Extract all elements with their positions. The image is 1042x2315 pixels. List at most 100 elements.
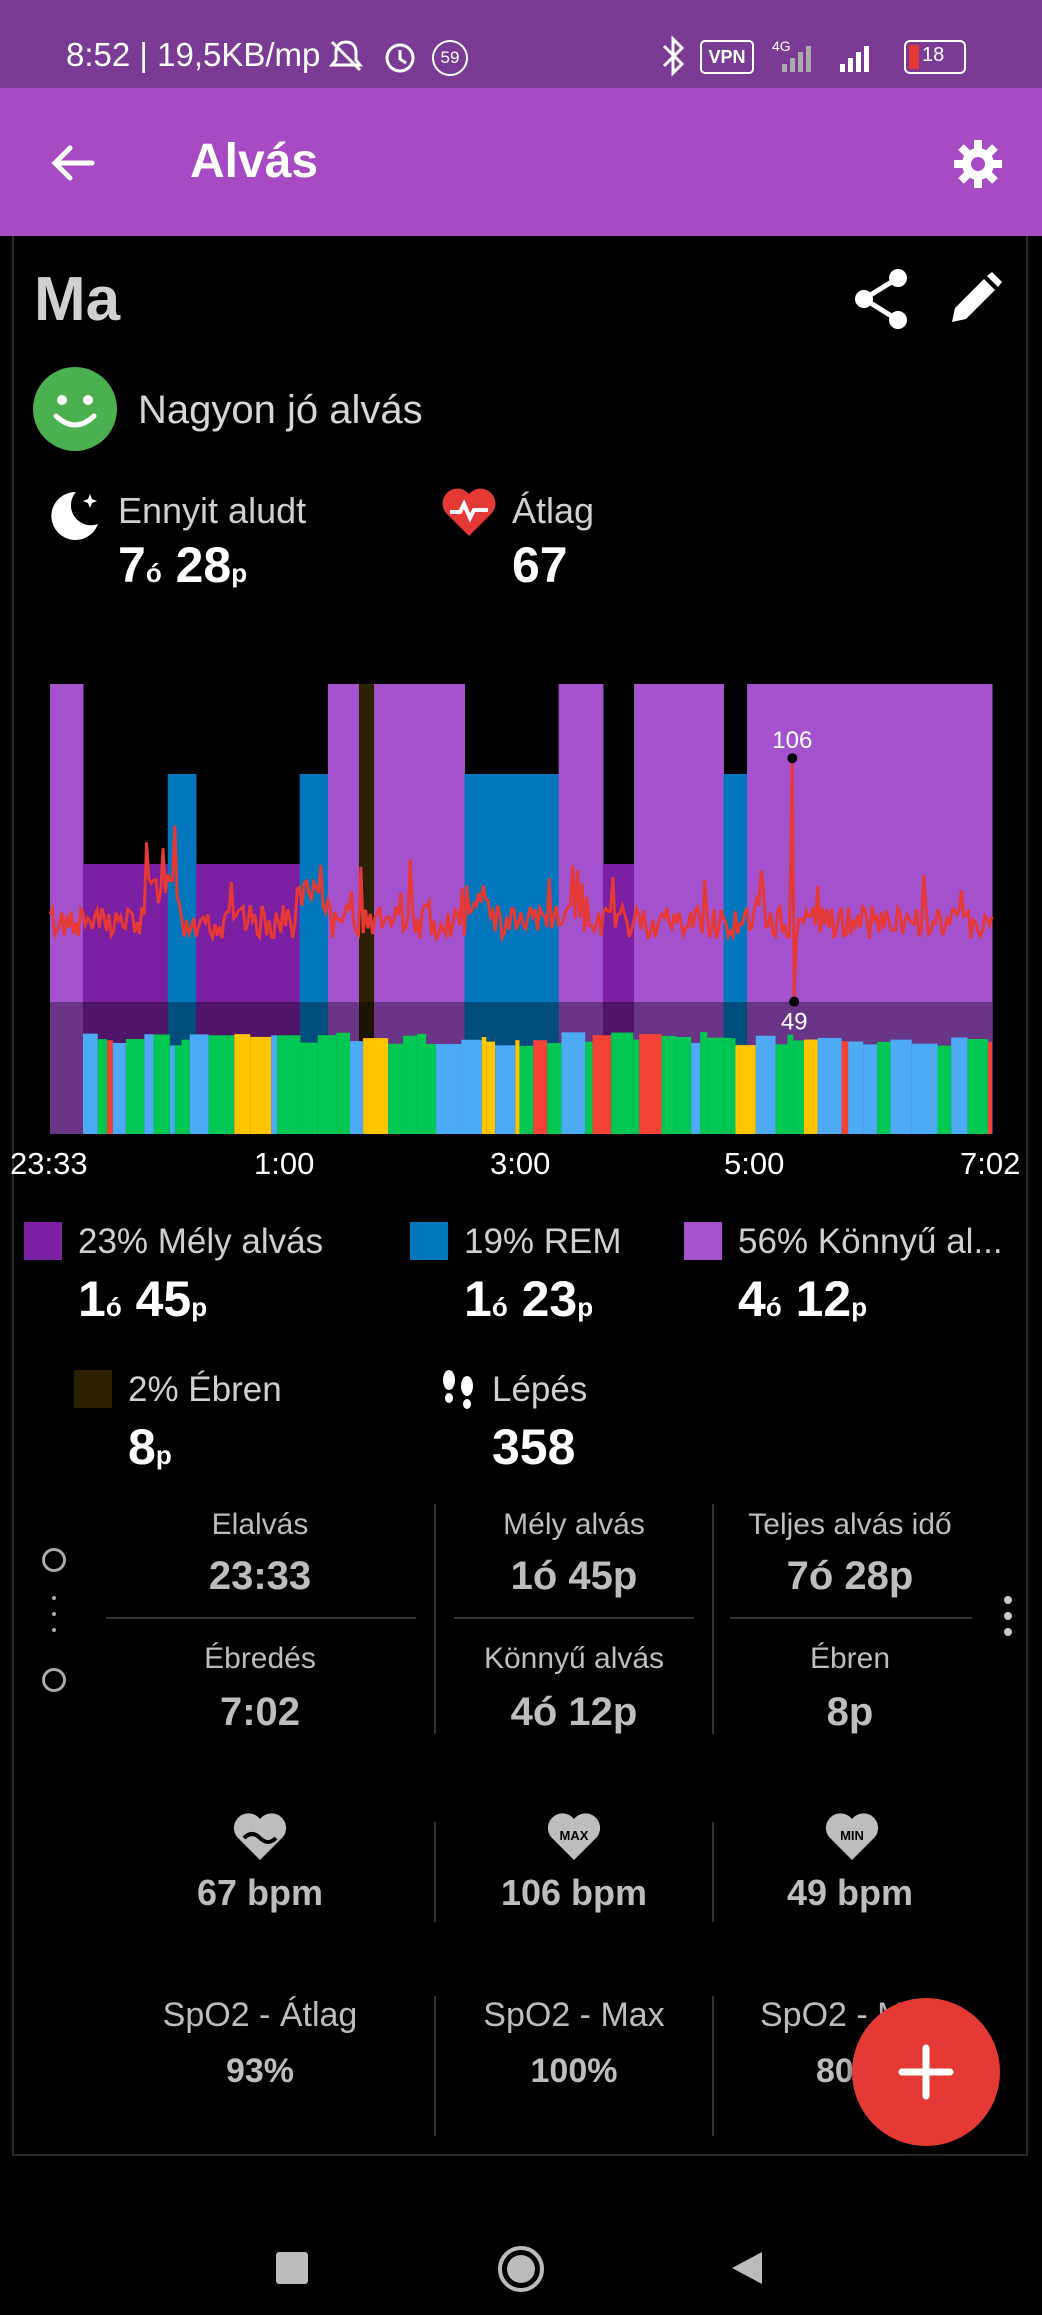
slept-label: Ennyit aludt (118, 490, 307, 531)
legend-rem-value: 1ó 23p (464, 1271, 594, 1327)
divider (712, 1822, 714, 1922)
bell-off-icon (328, 40, 364, 72)
spo2-avg-value: 93% (225, 2052, 295, 2090)
x-tick-label: 7:02 (960, 1146, 1021, 1181)
sleep-stage-light (50, 684, 84, 1134)
spo2-avg-label: SpO2 - Átlag (162, 1996, 358, 2034)
gear-icon[interactable] (950, 136, 1006, 192)
activity-bar (181, 1039, 190, 1134)
activity-bar (271, 1035, 278, 1134)
fall-asleep-label: Elalvás (211, 1508, 309, 1541)
activity-bar (841, 1041, 849, 1134)
activity-bar (533, 1040, 548, 1134)
footprints-icon (443, 1370, 473, 1409)
heart-max-icon: MAX (547, 1813, 601, 1860)
more-options-icon[interactable] (1004, 1628, 1012, 1636)
moon-icon (51, 491, 98, 540)
timeline-end-dot (42, 1668, 66, 1692)
activity-bar (987, 1042, 992, 1134)
activity-bar (363, 1038, 389, 1134)
activity-bar (967, 1039, 988, 1134)
activity-bar (863, 1044, 878, 1134)
sleep-quality-label: Nagyon jó alvás (138, 388, 423, 432)
legend-deep-label: 23% Mély alvás (78, 1222, 324, 1261)
total-sleep-value: 7ó 28p (786, 1554, 914, 1598)
more-options-icon[interactable] (1004, 1596, 1012, 1604)
edit-pencil-icon[interactable] (946, 270, 1004, 328)
divider (712, 1996, 714, 2136)
battery-icon: 18 (904, 40, 966, 74)
activity-bar (208, 1035, 235, 1134)
x-tick-label: 1:00 (254, 1146, 315, 1181)
activity-bar (724, 1037, 732, 1134)
activity-bar (174, 1045, 182, 1134)
heart-min-icon: MIN (825, 1813, 879, 1860)
legend-deep-swatch (24, 1222, 62, 1260)
activity-bar (336, 1032, 351, 1134)
activity-bar (317, 1035, 337, 1134)
activity-bar (691, 1043, 701, 1134)
activity-bar (700, 1032, 708, 1134)
legend-awake-label: 2% Ébren (128, 1370, 282, 1409)
activity-bar (250, 1036, 272, 1134)
awake-value: 8p (826, 1690, 874, 1734)
activity-bar (707, 1037, 725, 1134)
steps-label: Lépés (492, 1370, 588, 1409)
status-bar: 8:52 | 19,5KB/mp 59 VPN 4G 18 (0, 0, 1042, 88)
heart-rate-icon (442, 488, 496, 536)
home-button[interactable] (496, 2244, 546, 2294)
activity-bar (486, 1041, 496, 1134)
recents-button[interactable] (276, 2252, 308, 2284)
activity-bar (82, 1033, 98, 1134)
back-button[interactable] (726, 2248, 766, 2288)
fall-asleep-value: 23:33 (208, 1554, 312, 1598)
hr-max-point (787, 753, 798, 764)
activity-bar (125, 1038, 145, 1134)
legend-awake-value: 8p (128, 1419, 172, 1475)
activity-bar (277, 1035, 301, 1134)
share-icon[interactable] (852, 268, 912, 330)
heart-min-tag: MIN (840, 1828, 864, 1843)
sleep-chart: 106 49 (48, 684, 994, 1134)
activity-bar (144, 1034, 154, 1134)
deep-sleep-value: 1ó 45p (510, 1554, 638, 1598)
heart-avg-icon (233, 1813, 287, 1860)
activity-bar (731, 1038, 736, 1134)
activity-bar (937, 1045, 952, 1134)
network-type: 4G (772, 38, 791, 54)
activity-bar (461, 1039, 482, 1134)
deep-sleep-label: Mély alvás (503, 1508, 645, 1541)
divider (730, 1617, 972, 1619)
activity-bar (877, 1041, 891, 1134)
divider (454, 1617, 694, 1619)
x-tick-label: 5:00 (724, 1146, 785, 1181)
activity-bar (755, 1035, 776, 1134)
divider (434, 1822, 436, 1922)
hr-min-label: 49 (781, 1009, 808, 1036)
activity-bar (495, 1045, 516, 1134)
vpn-badge: VPN (700, 40, 754, 74)
divider (106, 1617, 416, 1619)
timeline-dot (52, 1596, 56, 1600)
status-time: 8:52 | 19,5KB/mp (66, 36, 321, 73)
more-options-icon[interactable] (1004, 1612, 1012, 1620)
light-sleep-value: 4ó 12p (510, 1690, 638, 1734)
add-button[interactable] (852, 1998, 1000, 2146)
activity-bar (585, 1041, 593, 1134)
activity-bar (639, 1034, 662, 1134)
notification-badge: 59 (432, 40, 468, 76)
signal-icon (782, 46, 869, 72)
hr-avg-bpm: 67 bpm (196, 1872, 324, 1913)
activity-bar (735, 1045, 756, 1134)
hr-max-bpm: 106 bpm (500, 1872, 648, 1913)
back-arrow-icon[interactable] (48, 138, 98, 188)
timeline-start-dot (42, 1548, 66, 1572)
activity-bar (169, 1045, 175, 1134)
legend-light-label: 56% Könnyű al... (738, 1222, 1003, 1261)
activity-bar (112, 1042, 126, 1134)
activity-bar (890, 1039, 912, 1134)
activity-bar (803, 1039, 818, 1134)
wake-up-label: Ébredés (204, 1642, 316, 1675)
divider (434, 1504, 436, 1734)
activity-bar (107, 1040, 113, 1134)
